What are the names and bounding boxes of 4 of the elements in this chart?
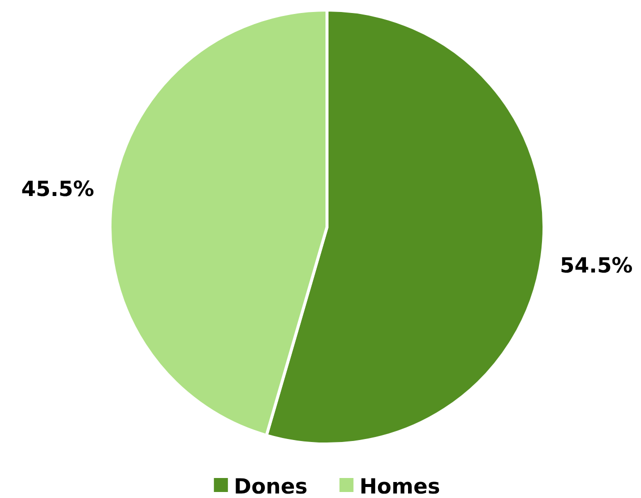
legend-label: Homes [359,474,440,498]
legend-label: Dones [234,474,308,498]
data-label: 45.5% [21,177,94,202]
data-label: 54.5% [560,254,633,278]
